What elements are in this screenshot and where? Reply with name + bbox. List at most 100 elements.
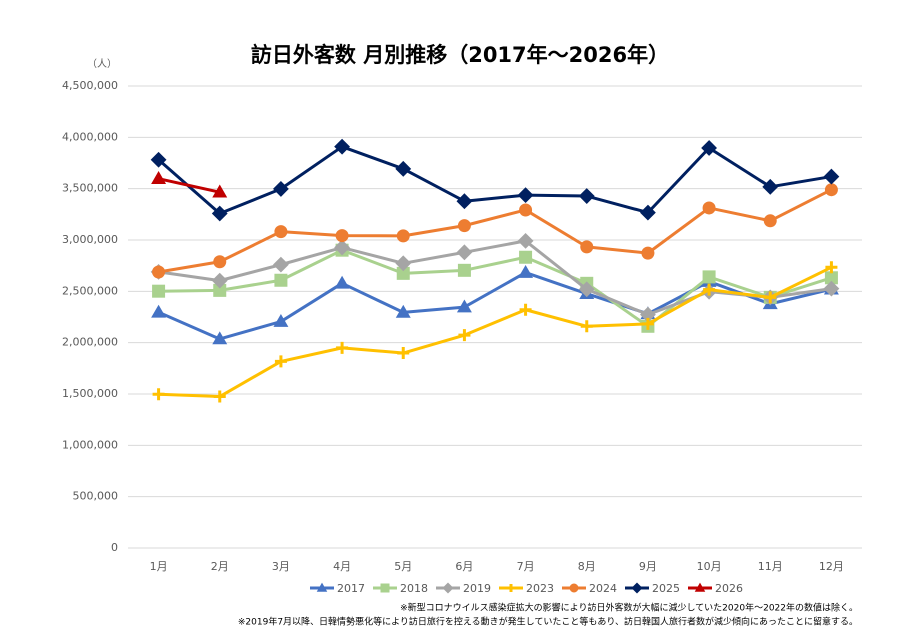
legend-label: 2019 — [463, 582, 491, 595]
marker — [150, 151, 167, 168]
chart-title: 訪日外客数 月別推移（2017年～2026年） — [251, 43, 669, 67]
marker — [442, 582, 454, 594]
y-tick-label: 3,000,000 — [62, 233, 118, 246]
marker — [517, 232, 534, 249]
marker — [334, 239, 350, 256]
marker — [274, 225, 288, 239]
marker — [458, 329, 471, 342]
marker — [334, 275, 350, 289]
marker — [578, 188, 595, 204]
marker — [316, 582, 328, 592]
legend-label: 2017 — [337, 582, 365, 595]
y-tick-label: 2,000,000 — [62, 336, 118, 349]
note: ※新型コロナウイルス感染症拡大の影響により訪日外客数が大幅に減少していた2020… — [400, 602, 858, 614]
marker — [702, 201, 716, 215]
marker — [211, 272, 228, 289]
marker — [273, 181, 289, 197]
marker — [569, 583, 579, 593]
marker — [395, 304, 411, 318]
marker — [825, 261, 838, 274]
y-tick-label: 3,500,000 — [62, 182, 118, 195]
marker — [763, 214, 777, 228]
marker — [274, 273, 288, 287]
marker — [702, 270, 716, 284]
marker — [152, 284, 166, 298]
marker — [580, 320, 593, 333]
marker — [517, 187, 534, 204]
marker — [213, 390, 226, 403]
marker — [395, 160, 412, 177]
series-line — [158, 239, 832, 317]
marker — [764, 291, 777, 304]
marker — [823, 280, 840, 297]
x-tick-label: 5月 — [394, 560, 412, 573]
marker — [640, 204, 656, 221]
marker — [578, 281, 595, 298]
marker — [701, 140, 717, 156]
marker — [457, 263, 471, 277]
y-tick-label: 4,000,000 — [62, 130, 118, 143]
marker — [456, 244, 473, 261]
x-tick-label: 11月 — [758, 560, 783, 573]
series-line — [157, 145, 832, 216]
legend-label: 2018 — [400, 582, 428, 595]
marker — [641, 246, 655, 260]
marker — [703, 283, 716, 296]
marker — [518, 264, 534, 278]
marker — [273, 256, 289, 273]
y-tick-label: 500,000 — [73, 490, 119, 503]
x-tick-label: 6月 — [455, 560, 473, 573]
x-tick-label: 4月 — [333, 560, 351, 573]
y-tick-label: 1,500,000 — [62, 387, 118, 400]
marker — [823, 168, 840, 185]
marker — [151, 304, 167, 318]
marker — [151, 171, 167, 184]
marker — [152, 388, 165, 401]
marker — [273, 313, 289, 327]
marker — [397, 347, 410, 360]
x-tick-label: 8月 — [578, 560, 596, 573]
marker — [762, 178, 779, 195]
marker — [335, 229, 349, 243]
note: ※2019年7月以降、日韓情勢悪化等により訪日旅行を控える動きが発生していたこと… — [238, 616, 858, 628]
marker — [152, 265, 166, 279]
x-tick-label: 7月 — [517, 560, 535, 573]
marker — [507, 584, 515, 592]
x-tick-label: 2月 — [211, 560, 229, 573]
series-line — [158, 188, 833, 274]
legend-label: 2024 — [589, 582, 617, 595]
marker — [334, 138, 350, 155]
marker — [519, 303, 532, 316]
marker — [519, 203, 533, 217]
marker — [456, 299, 472, 313]
series-line — [158, 265, 833, 399]
marker — [380, 583, 390, 593]
marker — [457, 219, 471, 233]
series-line — [158, 248, 832, 328]
y-tick-label: 2,500,000 — [62, 284, 118, 297]
marker — [631, 582, 643, 594]
marker — [395, 255, 412, 272]
series-line — [157, 271, 832, 341]
marker — [212, 184, 228, 198]
legend-label: 2026 — [715, 582, 743, 595]
legend-label: 2025 — [652, 582, 680, 595]
marker — [694, 582, 706, 592]
x-tick-label: 10月 — [697, 560, 722, 573]
marker — [456, 193, 473, 210]
legend-label: 2023 — [526, 582, 554, 595]
y-unit: （人） — [87, 58, 117, 70]
marker — [213, 255, 227, 269]
series-line — [158, 177, 221, 194]
y-tick-label: 0 — [111, 541, 118, 554]
marker — [580, 240, 594, 254]
y-tick-label: 4,500,000 — [62, 79, 118, 92]
x-tick-label: 12月 — [819, 560, 844, 573]
marker — [396, 229, 410, 243]
marker — [274, 355, 287, 368]
x-tick-label: 3月 — [272, 560, 290, 573]
marker — [212, 331, 228, 345]
marker — [336, 341, 349, 354]
y-tick-label: 1,000,000 — [62, 438, 118, 451]
marker — [824, 183, 838, 197]
